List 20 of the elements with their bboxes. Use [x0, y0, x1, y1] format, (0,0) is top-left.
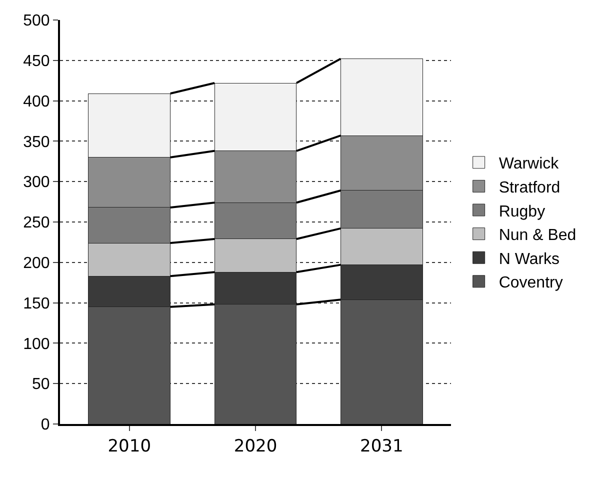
y-tick-label: 250: [23, 214, 50, 232]
x-tick-label: 2020: [234, 436, 278, 456]
y-tick-label: 400: [23, 93, 50, 110]
y-tick-label: 350: [23, 134, 50, 151]
y-tick-label: 150: [23, 295, 50, 312]
y-tick-label: 450: [23, 53, 50, 70]
x-tick-label: 2010: [108, 436, 152, 456]
legend-label: Nun & Bed: [498, 227, 576, 244]
legend-label: Coventry: [498, 274, 563, 292]
legend-label: Stratford: [498, 179, 560, 196]
y-tick-label: 300: [23, 174, 50, 192]
x-tick-label: 2031: [360, 436, 404, 456]
legend-label: N Warks: [498, 250, 560, 268]
y-tick-label: 500: [23, 12, 50, 30]
legend-label: Warwick: [498, 156, 560, 173]
y-tick-label: 0: [40, 416, 50, 434]
y-tick-label: 200: [23, 255, 50, 272]
legend-label: Rugby: [498, 203, 546, 220]
y-tick-label: 100: [23, 336, 50, 353]
y-tick-label: 50: [32, 376, 50, 394]
